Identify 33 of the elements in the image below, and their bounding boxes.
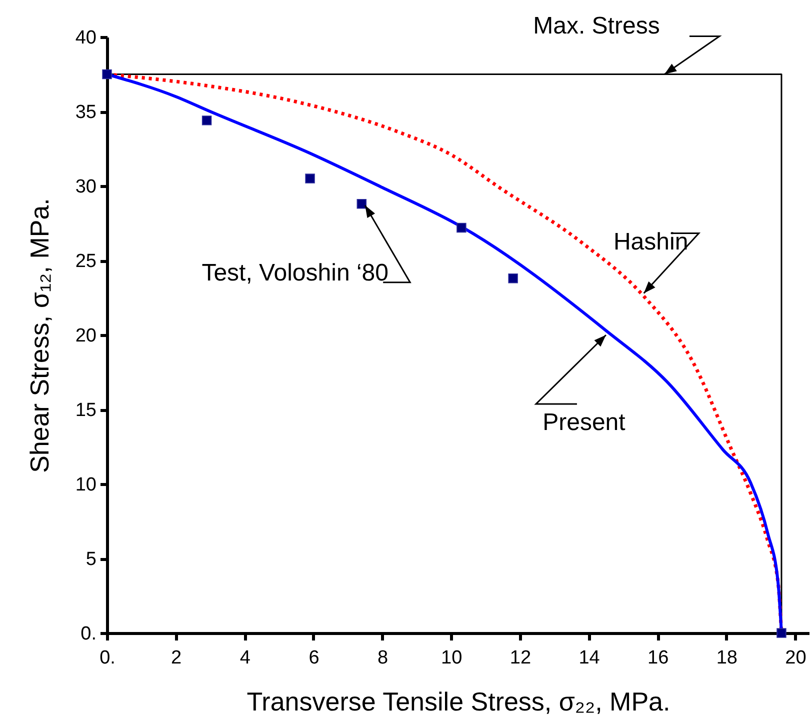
x-tick-label: 10 (441, 648, 462, 668)
y-tick-label: 10 (75, 474, 96, 496)
y-axis-title: Shear Stress, σ₁₂, MPa. (24, 198, 54, 473)
x-axis-title: Transverse Tensile Stress, σ₂₂, MPa. (246, 686, 670, 716)
x-tick-label: 18 (716, 648, 738, 668)
y-tick-label: 25 (75, 251, 96, 272)
y-tick-label: 15 (75, 400, 96, 421)
annotation: Max. Stress (533, 12, 660, 40)
annotation: Test, Voloshin ‘80 (202, 259, 388, 286)
point (356, 199, 367, 209)
point (305, 174, 315, 184)
x-tick-label: 8 (378, 648, 388, 668)
y-tick-label: 5 (86, 549, 96, 570)
y-tick-label: 20 (75, 326, 96, 346)
x-tick-label: 4 (240, 648, 251, 668)
x-tick-label: 16 (648, 648, 669, 668)
point (102, 69, 112, 80)
x-tick-label: 14 (578, 648, 600, 668)
x-tick-label: 2 (171, 648, 182, 668)
point (456, 222, 466, 233)
y-tick-label: 35 (75, 102, 96, 123)
point (202, 116, 212, 126)
y-tick-label: 40 (75, 28, 96, 48)
y-tick-label: 30 (75, 176, 96, 198)
x-tick-label: 0. (100, 648, 116, 668)
y-tick-label: 0. (80, 624, 96, 644)
point (776, 628, 786, 638)
x-tick-label: 6 (308, 648, 320, 668)
point (508, 274, 518, 284)
x-tick-label: 20 (785, 648, 806, 668)
annotation: Present (542, 409, 626, 436)
x-tick-label: 12 (510, 648, 532, 668)
annotation: Hashin (613, 228, 688, 256)
